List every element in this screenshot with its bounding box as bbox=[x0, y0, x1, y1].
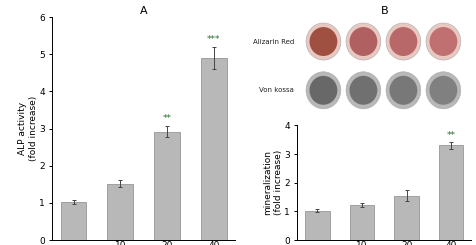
Ellipse shape bbox=[346, 72, 381, 109]
Bar bbox=[60, 202, 86, 240]
Bar bbox=[350, 205, 374, 240]
Ellipse shape bbox=[386, 72, 421, 109]
Ellipse shape bbox=[386, 23, 421, 60]
Title: B: B bbox=[380, 6, 388, 16]
Ellipse shape bbox=[349, 27, 377, 56]
Title: A: A bbox=[140, 6, 148, 16]
Ellipse shape bbox=[309, 76, 337, 105]
Ellipse shape bbox=[349, 76, 377, 105]
Ellipse shape bbox=[429, 76, 457, 105]
Text: **: ** bbox=[446, 131, 456, 140]
Y-axis label: ALP activity
(fold increase): ALP activity (fold increase) bbox=[18, 96, 38, 161]
Bar bbox=[394, 196, 419, 240]
Text: **: ** bbox=[162, 114, 171, 123]
Text: Von kossa: Von kossa bbox=[259, 87, 294, 93]
Text: ***: *** bbox=[207, 35, 220, 44]
Bar bbox=[201, 58, 227, 240]
Ellipse shape bbox=[346, 23, 381, 60]
Ellipse shape bbox=[429, 27, 457, 56]
Ellipse shape bbox=[426, 72, 461, 109]
Bar bbox=[305, 211, 330, 240]
Ellipse shape bbox=[389, 27, 417, 56]
Bar bbox=[439, 146, 463, 240]
Bar bbox=[108, 184, 133, 240]
Y-axis label: mineralization
(fold increase): mineralization (fold increase) bbox=[263, 150, 283, 215]
Text: Alizarin Red: Alizarin Red bbox=[253, 38, 294, 45]
Ellipse shape bbox=[389, 76, 417, 105]
Ellipse shape bbox=[306, 23, 341, 60]
Bar bbox=[154, 132, 180, 240]
Ellipse shape bbox=[306, 72, 341, 109]
Ellipse shape bbox=[426, 23, 461, 60]
Ellipse shape bbox=[309, 27, 337, 56]
